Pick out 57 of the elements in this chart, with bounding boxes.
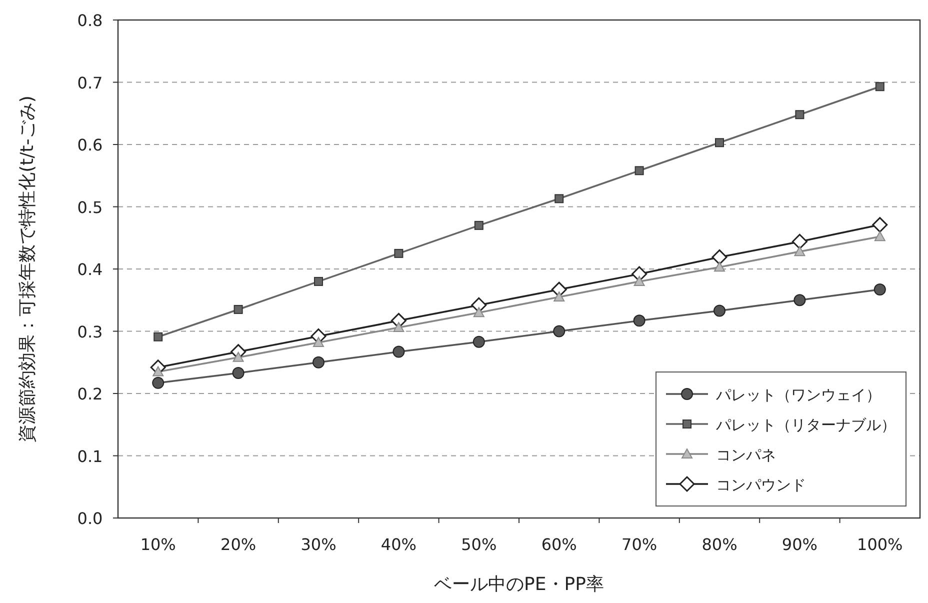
x-tick-label: 50% — [461, 535, 497, 554]
x-tick-label: 10% — [140, 535, 176, 554]
point — [634, 166, 644, 176]
point — [394, 248, 404, 258]
y-tick-label: 0.0 — [77, 509, 103, 528]
point — [232, 366, 244, 379]
y-tick-label: 0.1 — [77, 446, 103, 466]
y-tick-label: 0.7 — [77, 73, 103, 92]
y-tick-label: 0.5 — [77, 198, 103, 217]
legend-label: パレット（リターナブル） — [715, 416, 896, 434]
point — [874, 284, 886, 296]
x-tick-label: 80% — [702, 535, 738, 554]
point — [872, 217, 888, 233]
point — [154, 332, 163, 342]
point — [554, 292, 565, 302]
point — [393, 322, 404, 332]
point — [875, 82, 884, 92]
point — [794, 294, 806, 306]
x-tick-label: 40% — [380, 535, 416, 554]
point — [392, 346, 405, 358]
legend-label: パレット（ワンウェイ） — [715, 386, 881, 404]
x-tick-label: 90% — [782, 535, 818, 554]
point — [795, 110, 804, 120]
y-axis-title: 資源節約効果：可採年数で特性化(t/t-ごみ) — [17, 96, 38, 442]
point — [472, 336, 485, 348]
point — [634, 276, 645, 286]
y-tick-label: 0.4 — [77, 260, 103, 279]
x-tick-label: 60% — [541, 535, 577, 554]
point — [152, 376, 164, 389]
x-tick-label: 100% — [857, 535, 903, 554]
y-tick-label: 0.3 — [77, 322, 103, 342]
point — [234, 304, 243, 314]
point — [714, 262, 725, 272]
point — [314, 276, 323, 286]
point — [473, 307, 484, 318]
y-tick-label: 0.8 — [77, 11, 103, 30]
point — [714, 304, 726, 317]
point — [715, 138, 724, 148]
x-tick-label: 70% — [622, 535, 658, 554]
point — [633, 314, 646, 327]
y-tick-label: 0.2 — [77, 384, 103, 404]
point — [553, 325, 566, 338]
point — [232, 352, 244, 362]
legend-label: コンパウンド — [716, 476, 806, 494]
point — [712, 249, 728, 265]
point — [794, 246, 806, 256]
point — [874, 231, 886, 242]
x-axis-title: ベール中のPE・PP率 — [434, 574, 604, 595]
y-tick-label: 0.6 — [77, 136, 103, 154]
point — [474, 220, 484, 230]
x-tick-label: 20% — [220, 535, 256, 554]
point — [313, 336, 324, 347]
point — [312, 356, 324, 368]
x-tick-label: 30% — [300, 535, 336, 554]
point — [554, 194, 564, 204]
point — [792, 234, 808, 250]
legend-label: コンパネ — [716, 446, 776, 464]
